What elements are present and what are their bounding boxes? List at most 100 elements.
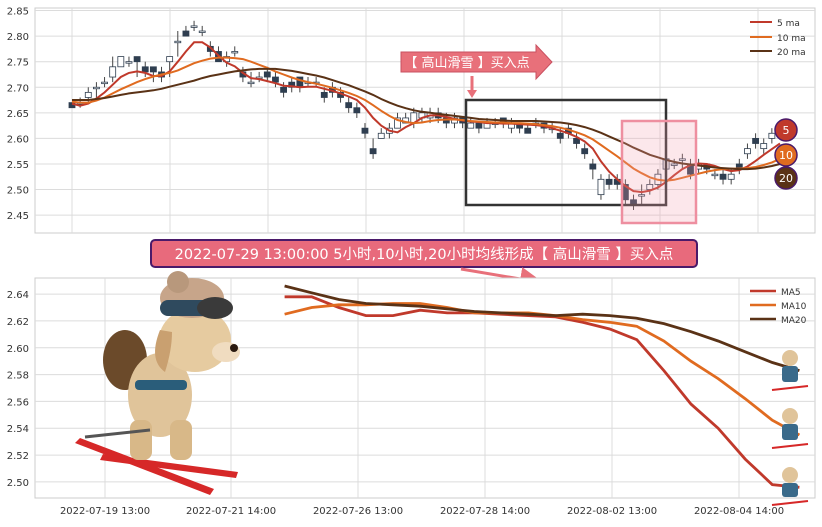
candle-body xyxy=(190,25,198,28)
buy-point-box xyxy=(620,119,698,225)
callout: 【 高山滑雪 】买入点 xyxy=(400,43,553,98)
mini-skier-2 xyxy=(771,408,809,449)
beanie-pompom xyxy=(167,271,189,293)
bottom-line-MA20 xyxy=(284,284,800,372)
bottom-x-tick-label: 2022-07-28 14:00 xyxy=(440,506,530,517)
legend-label-ma5: MA5 xyxy=(781,288,801,298)
candle-body xyxy=(345,102,353,109)
badge-10 xyxy=(774,143,798,167)
banner-box xyxy=(150,239,698,268)
top-plot-area xyxy=(34,7,816,234)
bottom-y-tick-label: 2.64 xyxy=(7,290,29,301)
mini-skiers xyxy=(771,350,809,506)
top-y-tick-label: 2.80 xyxy=(7,32,29,43)
top-y-tick-label: 2.55 xyxy=(7,160,29,171)
bottom-x-tick-label: 2022-07-19 13:00 xyxy=(60,506,150,517)
top-y-axis: 2.45 2.50 2.55 2.60 2.65 2.70 2.75 2.80 2.85 xyxy=(7,7,29,223)
dog-nose xyxy=(230,344,238,352)
ski-right xyxy=(100,454,238,478)
candle-body xyxy=(93,86,100,90)
legend-label-ma10: MA10 xyxy=(781,302,807,312)
candle-body xyxy=(101,81,108,85)
bottom-y-tick-label: 2.50 xyxy=(7,478,29,489)
skier-dog-illustration xyxy=(75,271,240,495)
bottom-y-tick-label: 2.58 xyxy=(7,371,29,382)
candle-body xyxy=(280,86,287,93)
candle-body xyxy=(320,91,328,98)
bottom-y-tick-label: 2.54 xyxy=(7,424,29,435)
dog-head xyxy=(159,308,231,372)
legend-label-5ma: 5 ma xyxy=(777,19,800,29)
top-y-tick-label: 2.50 xyxy=(7,186,29,197)
top-legend: 5 ma 10 ma 20 ma xyxy=(750,19,806,58)
top-y-tick-label: 2.65 xyxy=(7,109,29,120)
candle-body xyxy=(369,148,377,155)
bottom-x-tick-label: 2022-08-02 13:00 xyxy=(567,506,657,517)
dog-leg-left xyxy=(130,420,152,460)
candle-body xyxy=(670,163,678,166)
top-y-tick-label: 2.75 xyxy=(7,58,29,69)
candle-body xyxy=(141,66,149,73)
candle-body xyxy=(125,61,133,64)
top-ma-lines xyxy=(71,41,781,194)
mini-skier-1 xyxy=(771,350,809,391)
mini-skier-3 xyxy=(771,467,809,506)
candle-body xyxy=(581,148,589,155)
candle-body xyxy=(272,76,279,83)
candle-body xyxy=(573,137,580,144)
bottom-x-axis: 2022-07-19 13:00 2022-07-21 14:00 2022-07-… xyxy=(60,506,784,517)
candle-body xyxy=(556,132,564,139)
top-y-tick-label: 2.60 xyxy=(7,134,29,145)
ma-badges: 5 10 20 xyxy=(774,118,798,190)
bottom-x-tick-label: 2022-08-04 14:00 xyxy=(694,506,784,517)
callout-text: 【 高山滑雪 】买入点 xyxy=(404,55,529,71)
candle-body xyxy=(166,56,174,63)
top-y-tick-label: 2.70 xyxy=(7,83,29,94)
bottom-y-tick-label: 2.52 xyxy=(7,451,29,462)
candle-body xyxy=(361,127,369,134)
dog-ear xyxy=(155,330,172,372)
candle-body xyxy=(524,127,532,134)
legend-label-ma20: MA20 xyxy=(781,316,807,326)
dog-body xyxy=(128,353,192,437)
candle-body xyxy=(231,51,239,54)
badge-20 xyxy=(774,166,798,190)
top-line-10ma xyxy=(71,56,781,182)
candle-body xyxy=(638,194,646,197)
badge-5-text: 5 xyxy=(783,124,790,137)
bottom-x-tick-label: 2022-07-21 14:00 xyxy=(186,506,276,517)
candle-body xyxy=(475,122,483,129)
top-line-5ma xyxy=(71,41,781,194)
callout-pointer-head xyxy=(467,90,477,98)
candle-body xyxy=(133,56,141,63)
candle-body xyxy=(182,30,190,37)
callout-arrow-shape xyxy=(400,43,553,81)
candle-body xyxy=(288,81,296,88)
banner: 2022-07-29 13:00:00 5小时,10小时,20小时均线形成【 高… xyxy=(150,239,698,291)
bottom-y-tick-label: 2.56 xyxy=(7,397,29,408)
candle-body xyxy=(727,173,735,180)
scarf xyxy=(135,380,187,390)
bottom-y-tick-label: 2.60 xyxy=(7,344,29,355)
top-line-20ma xyxy=(72,67,781,171)
candle-body xyxy=(711,173,719,177)
candle-body xyxy=(760,143,768,150)
candle-body xyxy=(247,81,255,85)
legend-label-10ma: 10 ma xyxy=(777,34,806,44)
top-y-tick-label: 2.45 xyxy=(7,211,29,222)
legend-label-20ma: 20 ma xyxy=(777,48,806,58)
consolidation-box xyxy=(464,98,668,207)
candle-body xyxy=(109,66,117,78)
badge-20-text: 20 xyxy=(779,172,793,185)
ski-left xyxy=(75,438,214,495)
candle-body xyxy=(149,66,157,73)
candle-body xyxy=(84,91,92,98)
candle-body xyxy=(394,117,401,129)
candle-body xyxy=(467,122,475,129)
bottom-legend: MA5 MA10 MA20 xyxy=(750,288,807,326)
bottom-y-tick-label: 2.62 xyxy=(7,317,29,328)
candle-body xyxy=(263,71,271,78)
top-y-tick-label: 2.85 xyxy=(7,7,29,18)
